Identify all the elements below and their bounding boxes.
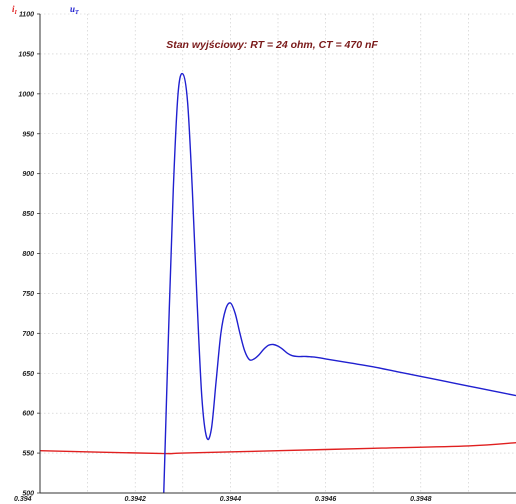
series-line-uT	[163, 72, 516, 494]
y-tick-label: 750	[22, 291, 34, 298]
x-tick-label: 0.3942	[124, 496, 146, 503]
y-tick-label: 950	[22, 131, 34, 138]
y-tick-label: 800	[22, 251, 34, 258]
x-tick-label: 0.3946	[315, 496, 337, 503]
legend-subscript: I	[14, 10, 18, 16]
legend-item-voltage: uT	[70, 4, 79, 16]
legend-symbol: u	[70, 4, 75, 14]
y-tick-label: 650	[22, 371, 34, 378]
series-lines	[39, 72, 516, 494]
y-tick-label: 900	[22, 171, 34, 178]
y-tick-label: 1050	[18, 51, 34, 58]
y-tick-label: 700	[22, 331, 34, 338]
legend-subscript: T	[75, 10, 79, 16]
y-tick-label: 500	[22, 491, 34, 498]
x-tick-label: 0.3948	[410, 496, 432, 503]
chart-title: Stan wyjściowy: RT = 24 ohm, CT = 470 nF	[166, 39, 378, 51]
y-tick-label: 550	[22, 451, 34, 458]
series-line-iI	[39, 442, 516, 455]
y-tick-labels: 500 550 600 650 700 750 800 850 900 950 1000 1050 11…	[18, 12, 40, 498]
x-tick-label: 0.3944	[220, 496, 242, 503]
y-tick-label: 850	[22, 211, 34, 218]
y-tick-label: 600	[22, 411, 34, 418]
x-tick-label: 0.394	[14, 496, 32, 503]
y-tick-label: 1100	[19, 12, 34, 19]
y-tick-label: 1000	[18, 91, 34, 98]
legend-symbol: i	[12, 4, 15, 14]
legend-item-current: iI	[12, 4, 18, 16]
grid-lines	[40, 13, 516, 493]
